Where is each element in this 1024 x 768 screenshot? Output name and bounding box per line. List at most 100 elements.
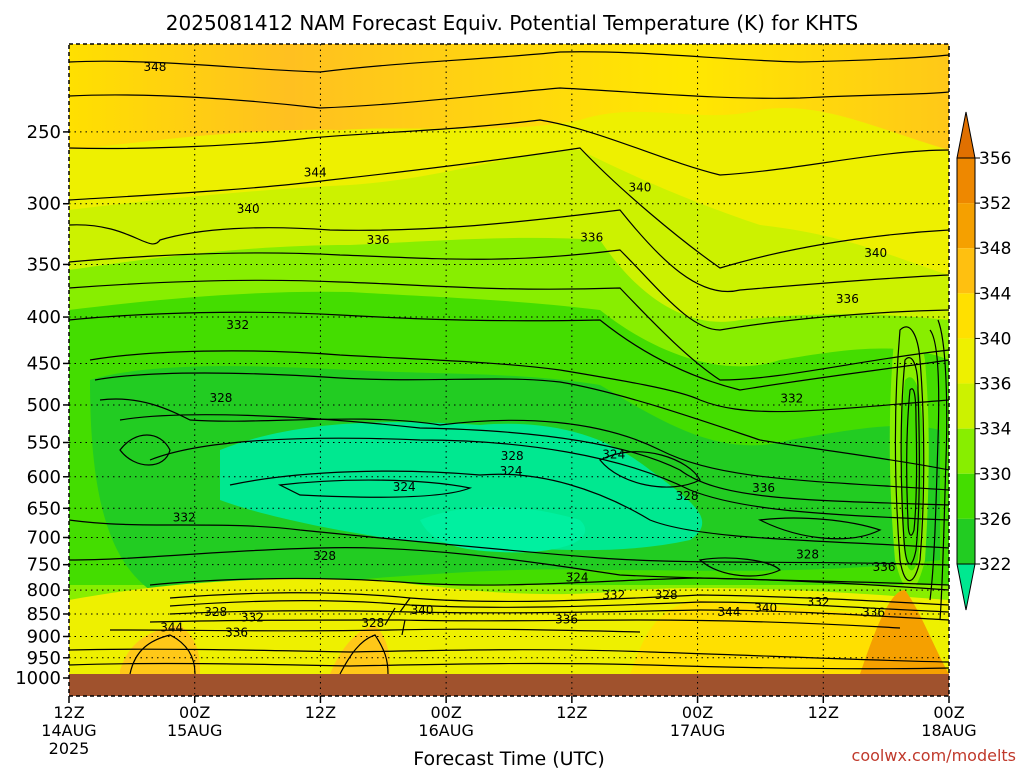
chart-title: 2025081412 NAM Forecast Equiv. Potential… [166,11,858,35]
contour-label-25: 332 [807,595,830,609]
contour-lines [68,51,950,675]
contour-label-27: 336 [555,613,578,627]
x-tick-date-1: 15AUG [167,721,222,740]
y-tick-label-15: 1000 [15,668,61,689]
contour-label-28: 336 [862,606,885,620]
contour-label-19: 324 [393,480,416,494]
y-tick-label-6: 550 [27,432,61,453]
colorbar-label-3: 344 [979,284,1011,304]
contour-label-15: 328 [796,548,819,562]
y-tick-label-3: 400 [27,307,61,328]
colorbar-label-7: 330 [979,465,1011,485]
contour-label-17: 328 [204,605,227,619]
contour-label-12: 328 [501,449,524,463]
contour-label-23: 332 [602,588,625,602]
colorbar-segment-3 [957,293,975,339]
colorbar-segment-8 [957,518,975,564]
contour-label-0: 348 [143,60,166,74]
y-tick-label-0: 250 [27,122,61,143]
colorbar-label-6: 334 [979,420,1011,440]
y-tick-label-9: 700 [27,527,61,548]
colorbar-segment-0 [957,158,975,204]
y-tick-label-11: 800 [27,580,61,601]
contour-label-10: 332 [173,510,196,524]
colorbar-label-0: 356 [979,149,1011,169]
contour-label-11: 328 [209,391,232,405]
x-tick-label-0: 12Z [53,703,84,722]
colorbar-bottom-arrow [956,563,976,611]
contour-label-8: 332 [226,318,249,332]
terrain-strip [69,674,949,696]
contour-label-1: 344 [304,165,327,179]
x-tick-label-3: 00Z [430,703,461,722]
colorbar-frame [956,157,976,565]
y-tick-label-2: 350 [27,254,61,275]
heatmap-field [69,44,949,696]
contour-label-30: 336 [873,560,896,574]
y-tick-label-12: 850 [27,604,61,625]
contour-label-13: 328 [676,489,699,503]
colorbar-segment-1 [957,203,975,249]
y-tick-label-1: 300 [27,194,61,215]
y-tick-label-7: 600 [27,467,61,488]
colorbar-segment-7 [957,473,975,519]
x-tick-label-6: 12Z [808,703,839,722]
contour-label-4: 340 [864,246,887,260]
x-tick-label-1: 00Z [179,703,210,722]
contour-label-3: 340 [628,181,651,195]
contour-label-21: 324 [602,447,625,461]
x-tick-date-5: 17AUG [670,721,725,740]
colorbar-segment-2 [957,248,975,294]
contour-label-29: 336 [752,481,775,495]
contour-label-2: 340 [237,202,260,216]
colorbar-label-1: 352 [979,194,1011,214]
contour-label-5: 336 [367,233,390,247]
x-tick-date-7: 18AUG [921,721,976,740]
colorbar: 356 352 348 344 340 336 334 330 326 322 [956,111,1011,611]
colorbar-label-2: 348 [979,239,1011,259]
x-tick-date-0: 14AUG [41,721,96,740]
contour-label-7: 336 [836,292,859,306]
credit-text[interactable]: coolwx.com/modelts [852,746,1016,765]
y-tick-label-10: 750 [27,555,61,576]
colorbar-label-5: 336 [979,375,1011,395]
contour-label-24: 332 [241,611,264,625]
contour-label-22: 324 [566,571,589,585]
colorbar-label-8: 326 [979,510,1011,530]
plot-frame [68,43,950,697]
y-tick-label-5: 500 [27,395,61,416]
colorbar-label-4: 340 [979,329,1011,349]
contour-label-32: 344 [718,605,741,619]
colorbar-segment-4 [957,338,975,384]
contour-label-26: 336 [225,626,248,640]
x-tick-label-7: 00Z [933,703,964,722]
y-tick-label-4: 450 [27,353,61,374]
x-tick-label-5: 00Z [682,703,713,722]
y-tick-label-13: 900 [27,626,61,647]
y-tick-label-8: 650 [27,498,61,519]
contour-label-9: 332 [780,392,803,406]
x-tick-label-4: 12Z [556,703,587,722]
colorbar-segment-5 [957,383,975,429]
colorbar-label-9: 322 [979,555,1011,575]
x-tick-date-3: 16AUG [418,721,473,740]
contour-label-18: 328 [361,616,384,630]
contour-label-33: 340 [754,601,777,615]
x-axis-title: Forecast Time (UTC) [413,748,604,768]
colorbar-top-arrow [956,111,976,159]
contour-label-34: 340 [411,603,434,617]
y-axis: 2503003504004505005506006507007508008509… [15,122,69,689]
contour-label-20: 324 [500,464,523,478]
grid-lines [69,44,949,696]
contour-label-6: 336 [580,231,603,245]
x-tick-label-2: 12Z [305,703,336,722]
contour-label-14: 328 [313,549,336,563]
contour-label-31: 344 [160,621,183,635]
contour-label-16: 328 [655,588,678,602]
colorbar-segment-6 [957,428,975,474]
x-tick-year-0: 2025 [49,739,90,758]
y-tick-label-14: 950 [27,648,61,669]
